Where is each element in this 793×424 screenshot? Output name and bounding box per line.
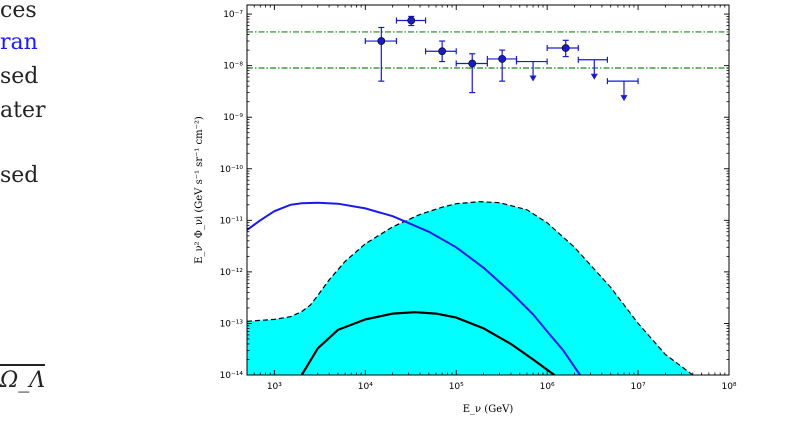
y-tick-label-4: 10⁻¹¹ xyxy=(220,216,244,226)
y-tick-label-6: 10⁻⁹ xyxy=(223,113,243,123)
y-tick-label-2: 10⁻¹³ xyxy=(220,319,244,329)
x-tick-label-6: 10⁸ xyxy=(721,382,736,392)
text-fragment-6: Ω_Λ xyxy=(0,364,46,393)
x-tick-label-4: 10⁶ xyxy=(540,382,555,392)
blue-curve xyxy=(247,201,581,375)
y-tick-label-5: 10⁻¹⁰ xyxy=(220,165,244,175)
y-tick-label-1: 10⁻¹⁴ xyxy=(220,371,244,381)
upper-limit-3 xyxy=(606,78,639,102)
text-fragment-2: ran xyxy=(0,30,38,55)
data-point-5 xyxy=(486,49,518,82)
x-tick-label-2: 10⁴ xyxy=(358,382,373,392)
x-axis-label: E_ν (GeV) xyxy=(463,404,514,415)
data-point-3 xyxy=(424,40,457,63)
limit-arrow-head xyxy=(620,95,628,102)
x-tick-label-3: 10⁵ xyxy=(449,382,464,392)
text-fragment-3: sed xyxy=(0,64,39,89)
data-marker xyxy=(498,55,507,63)
data-point-6 xyxy=(546,39,579,58)
band-upper-edge xyxy=(247,201,694,375)
data-marker xyxy=(438,47,447,56)
data-point-2 xyxy=(395,15,427,27)
y-tick-label-7: 10⁻⁸ xyxy=(223,62,243,72)
limit-arrow-head xyxy=(529,75,537,82)
data-point-1 xyxy=(364,26,398,82)
data-marker xyxy=(377,37,386,45)
upper-limit-2 xyxy=(577,56,609,80)
data-marker xyxy=(561,44,570,52)
y-axis-label: E_ν² Φ_νi (GeV s⁻¹ sr⁻¹ cm⁻²) xyxy=(194,116,205,264)
plot-frame xyxy=(246,4,730,376)
text-fragment-5: sed xyxy=(0,163,39,188)
upper-limit-1 xyxy=(515,58,548,82)
text-fragment-4: ater xyxy=(0,98,46,123)
band-fill xyxy=(247,201,693,375)
data-marker xyxy=(407,16,416,25)
y-tick-label-8: 10⁻⁷ xyxy=(223,10,243,20)
text-fragment-1: ces xyxy=(0,0,37,23)
black-curve xyxy=(300,311,555,375)
x-tick-label-1: 10³ xyxy=(267,382,282,392)
limit-arrow-head xyxy=(590,73,598,80)
x-tick-label-5: 10⁷ xyxy=(631,382,646,392)
y-tick-label-3: 10⁻¹² xyxy=(220,268,244,278)
data-marker xyxy=(468,59,477,68)
data-point-4 xyxy=(455,53,488,94)
